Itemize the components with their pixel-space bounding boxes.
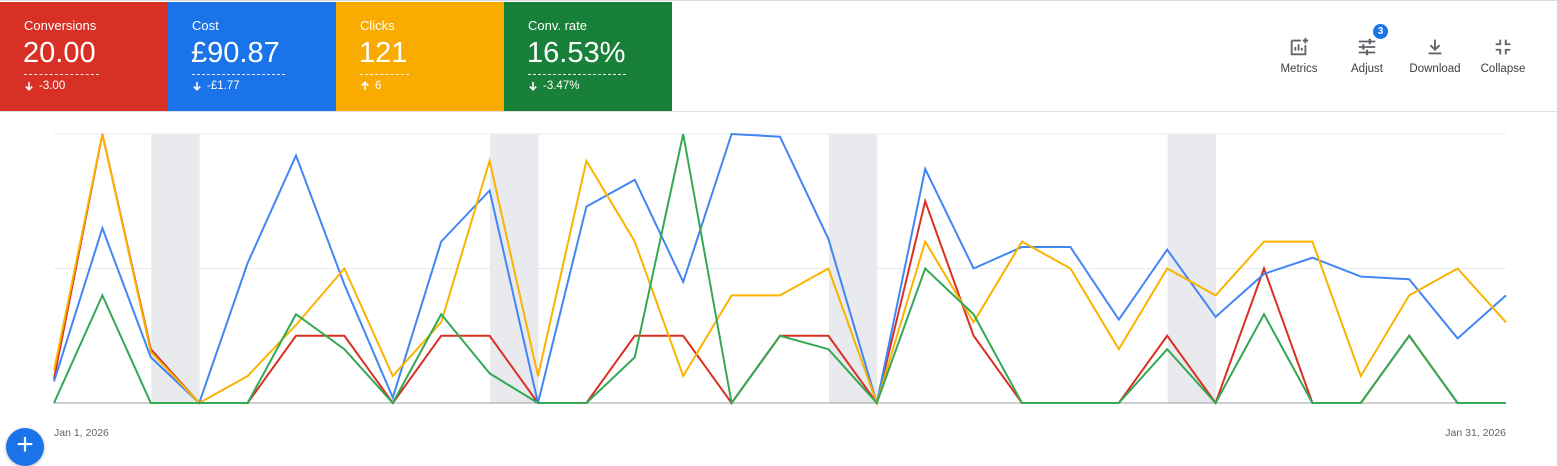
value-underline: [24, 74, 99, 75]
scorecard-conversions[interactable]: Conversions 20.00 -3.00: [0, 2, 168, 111]
scorecard-clicks[interactable]: Clicks 121 6: [336, 2, 504, 111]
delta-value: -3.00: [39, 80, 66, 92]
add-fab-button[interactable]: +: [6, 428, 44, 466]
metrics-label: Metrics: [1280, 63, 1318, 75]
x-axis-end-label: Jan 31, 2026: [1445, 427, 1506, 439]
top-border: [0, 0, 1557, 1]
scorecard-delta: -3.47%: [528, 80, 579, 92]
scorecard-delta: -£1.77: [192, 80, 240, 92]
delta-value: -£1.77: [207, 80, 240, 92]
scorecard-value: 16.53%: [527, 37, 626, 69]
collapse-label: Collapse: [1480, 63, 1526, 75]
download-label: Download: [1409, 63, 1461, 75]
value-underline: [192, 74, 285, 75]
metrics-icon: [1290, 37, 1309, 56]
scorecard-name: Conversions: [24, 18, 97, 33]
scorecard-name: Clicks: [360, 18, 395, 33]
x-axis-start-label: Jan 1, 2026: [54, 427, 109, 439]
collapse-icon: [1495, 39, 1511, 55]
delta-value: -3.47%: [543, 80, 580, 92]
adjust-button[interactable]: 3 Adjust: [1333, 24, 1401, 75]
scorecard-delta: -3.00: [24, 80, 65, 92]
series-line-2: [53, 133, 1507, 407]
scorecard-value: £90.87: [191, 37, 280, 69]
download-button[interactable]: Download: [1401, 36, 1469, 75]
download-icon: [1428, 39, 1442, 55]
chart-toolbar: Metrics 3 Adjust Download Collapse: [1265, 24, 1537, 75]
series-lines: [53, 132, 1507, 407]
line-chart: Jan 1, 2026 Jan 31, 2026: [53, 132, 1507, 439]
arrow-up-icon: [361, 81, 369, 90]
scorecard-name: Conv. rate: [528, 18, 588, 33]
header-divider: [0, 111, 1557, 112]
value-underline: [528, 74, 626, 75]
metrics-button[interactable]: Metrics: [1265, 36, 1333, 75]
scorecard-conv-rate[interactable]: Conv. rate 16.53% -3.47%: [504, 2, 672, 111]
scorecard-delta: 6: [360, 80, 381, 92]
gridlines: [54, 133, 1506, 404]
series-line-1: [53, 132, 1507, 405]
arrow-down-icon: [193, 82, 201, 91]
adjust-badge: 3: [1373, 24, 1388, 39]
scorecard-value: 20.00: [23, 37, 96, 69]
scorecard-cost[interactable]: Cost £90.87 -£1.77: [168, 2, 336, 111]
scorecard-value: 121: [359, 37, 408, 69]
series-line-3: [53, 133, 1506, 406]
scorecard-name: Cost: [192, 18, 219, 33]
adjust-label: Adjust: [1351, 63, 1383, 75]
value-underline: [360, 74, 409, 75]
arrow-down-icon: [529, 82, 537, 91]
collapse-button[interactable]: Collapse: [1469, 36, 1537, 75]
delta-value: 6: [375, 80, 382, 92]
scorecard-row: Conversions 20.00 -3.00 Cost £90.87 -£1.…: [0, 2, 672, 111]
arrow-down-icon: [25, 82, 33, 91]
tune-icon: [1358, 38, 1376, 56]
